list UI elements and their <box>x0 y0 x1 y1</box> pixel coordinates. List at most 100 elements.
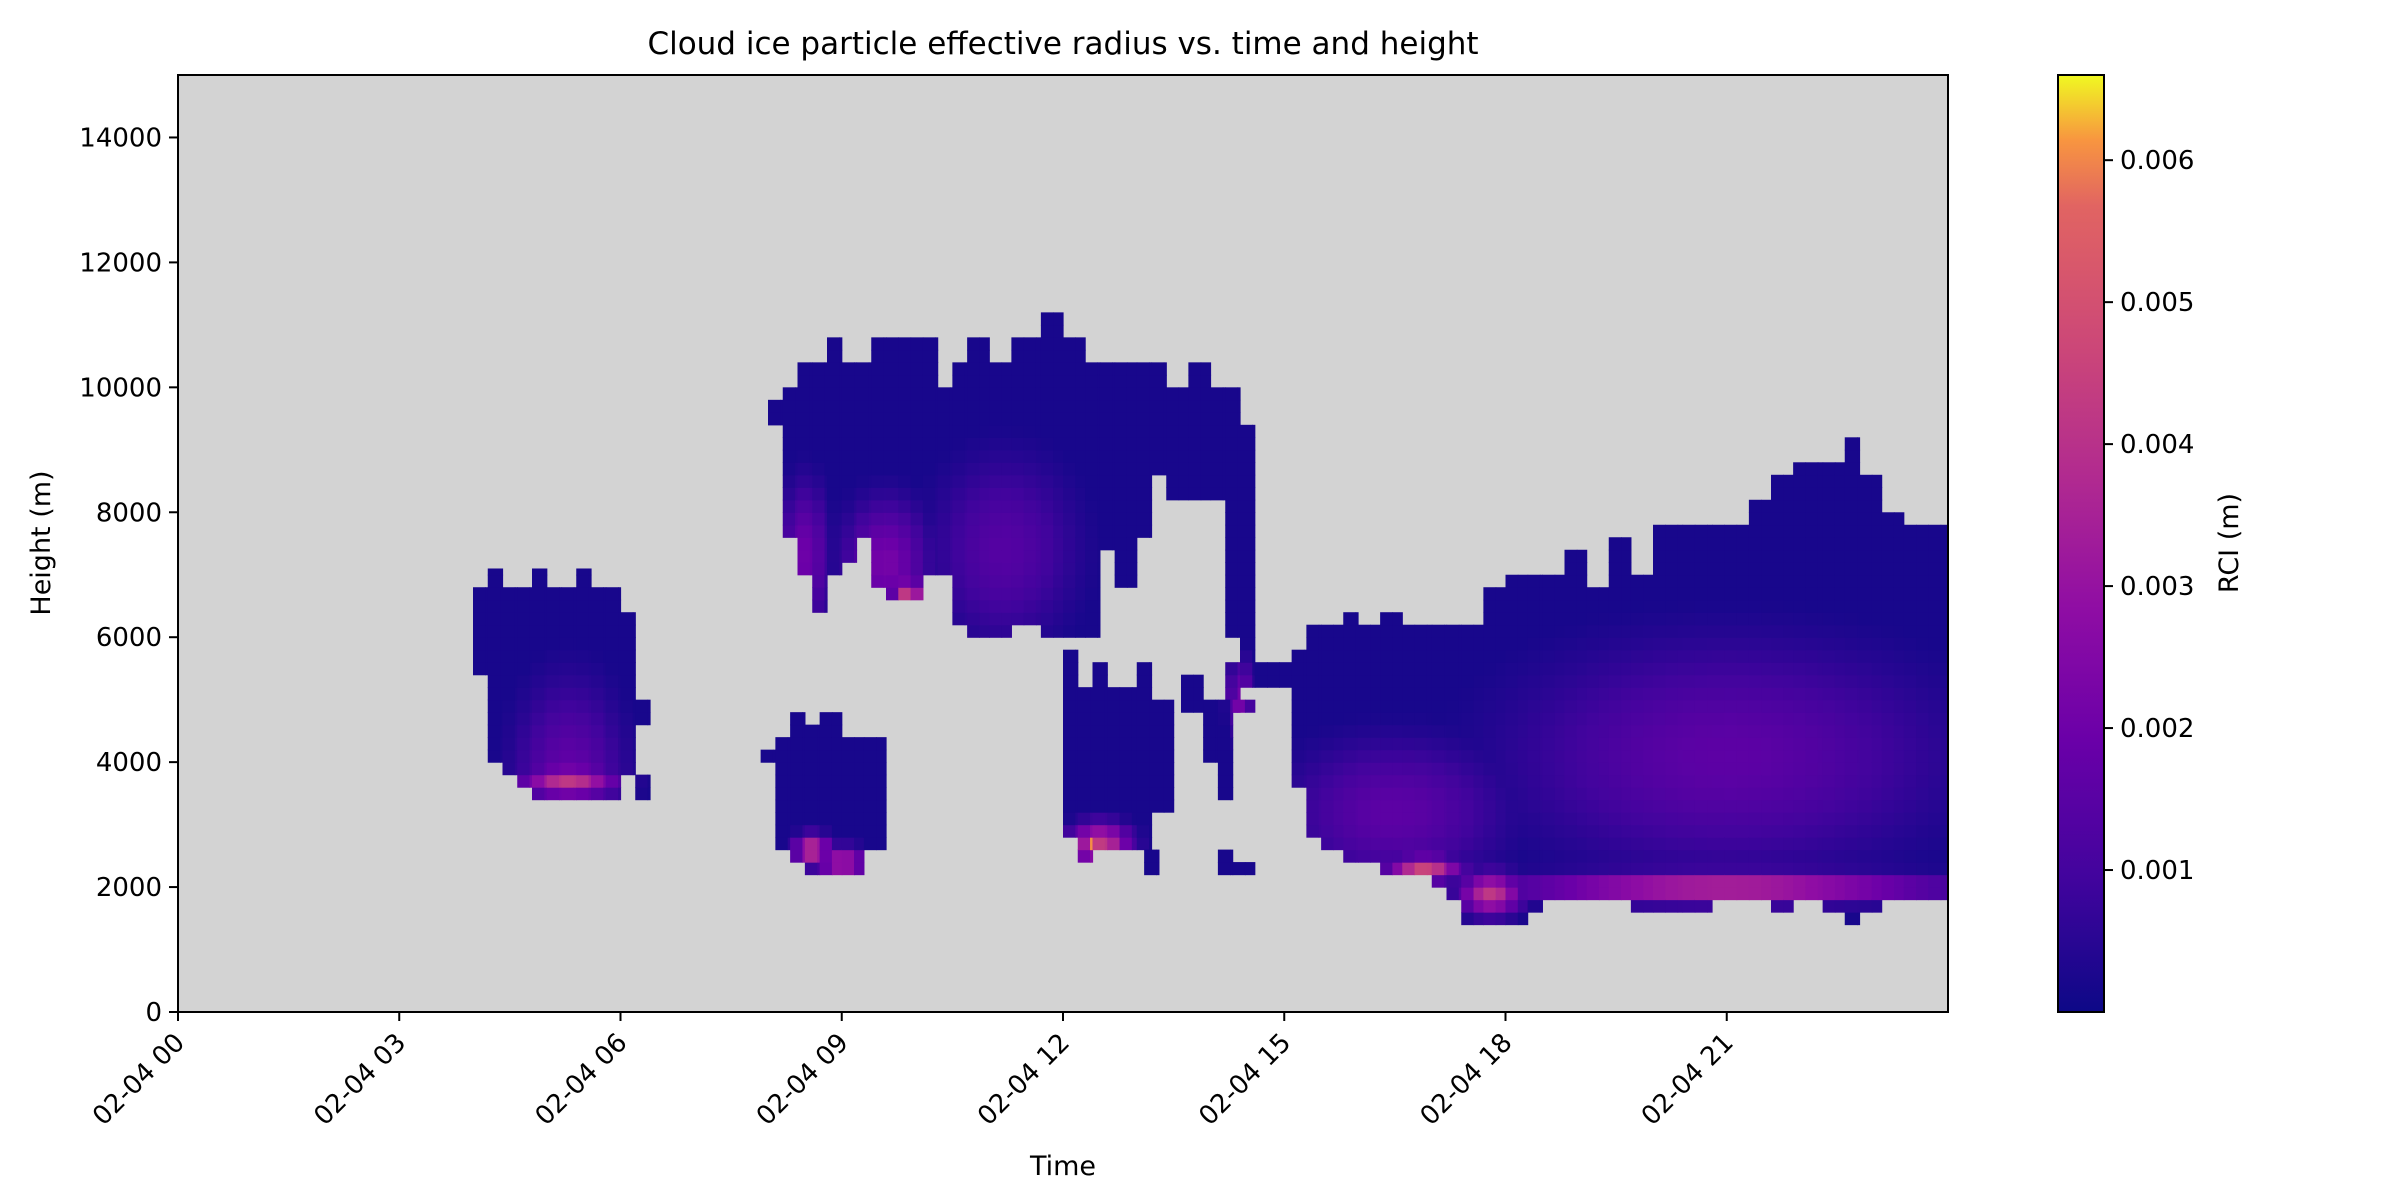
heatmap-cell <box>1554 724 1566 738</box>
heatmap-cell <box>1554 649 1566 663</box>
heatmap-cell <box>1643 737 1654 751</box>
heatmap-cell <box>1414 837 1428 851</box>
heatmap-cell <box>1444 812 1448 826</box>
heatmap-cell <box>1834 612 1846 626</box>
heatmap-cell <box>1903 574 1917 588</box>
heatmap-cell <box>1461 724 1475 738</box>
heatmap-cell <box>1834 637 1846 651</box>
heatmap-cell <box>546 712 560 726</box>
heatmap-cell <box>1783 662 1794 676</box>
heatmap-cell <box>1112 399 1116 413</box>
heatmap-cell <box>1712 887 1725 901</box>
heatmap-cell <box>1554 587 1566 601</box>
heatmap-cell <box>1149 787 1153 801</box>
heatmap-cell <box>898 349 912 363</box>
heatmap-cell <box>868 487 872 501</box>
heatmap-cell <box>1940 562 1949 576</box>
heatmap-cell <box>790 774 804 788</box>
heatmap-cell <box>1355 724 1359 738</box>
heatmap-cell <box>1473 849 1484 863</box>
heatmap-cell <box>1075 612 1086 626</box>
heatmap-cell <box>1188 399 1202 413</box>
heatmap-cell <box>1893 837 1905 851</box>
heatmap-cell <box>1871 524 1883 538</box>
heatmap-cell <box>1252 624 1256 638</box>
heatmap-cell <box>871 437 885 451</box>
heatmap-cell <box>1793 549 1807 563</box>
heatmap-cell <box>854 774 865 788</box>
heatmap-cell <box>1736 749 1750 763</box>
heatmap-cell <box>1461 912 1475 926</box>
heatmap-cell <box>1771 687 1784 701</box>
heatmap-cell <box>935 399 939 413</box>
heatmap-cell <box>1333 624 1344 638</box>
heatmap-cell <box>1225 674 1239 688</box>
heatmap-cell <box>487 587 501 601</box>
heatmap-cell <box>1495 674 1507 688</box>
heatmap-cell <box>487 568 501 576</box>
heatmap-cell <box>1483 687 1497 701</box>
heatmap-cell <box>1844 862 1858 876</box>
heatmap-cell <box>1707 737 1713 751</box>
heatmap-cell <box>1576 599 1588 613</box>
heatmap-cell <box>1576 737 1588 751</box>
heatmap-cell <box>1149 774 1153 788</box>
heatmap-cell <box>1694 837 1708 851</box>
heatmap-cell <box>603 649 607 663</box>
heatmap-cell <box>1222 424 1226 438</box>
heatmap-cell <box>1085 512 1099 526</box>
heatmap-cell <box>1748 524 1762 538</box>
heatmap-cell <box>1517 799 1529 813</box>
heatmap-cell <box>1090 787 1094 801</box>
heatmap-cell <box>760 749 774 763</box>
heatmap-cell <box>1665 637 1679 651</box>
heatmap-cell <box>561 649 575 663</box>
heatmap-cell <box>819 774 833 788</box>
heatmap-cell <box>824 524 828 538</box>
heatmap-cell <box>1431 649 1445 663</box>
heatmap-cell <box>573 624 577 638</box>
heatmap-cell <box>1149 512 1153 526</box>
heatmap-cell <box>1677 724 1684 738</box>
heatmap-cell <box>1495 837 1507 851</box>
heatmap-cell <box>1303 662 1307 676</box>
heatmap-cell <box>1844 912 1858 926</box>
heatmap-cell <box>1240 674 1253 688</box>
heatmap-cell <box>804 774 818 788</box>
heatmap-cell <box>1903 799 1917 813</box>
heatmap-cell <box>871 374 885 388</box>
heatmap-cell <box>1881 837 1895 851</box>
heatmap-cell <box>1881 587 1895 601</box>
heatmap-cell <box>809 449 813 463</box>
heatmap-cell <box>856 424 870 438</box>
heatmap-cell <box>935 537 939 551</box>
heatmap-cell <box>979 599 990 613</box>
heatmap-cell <box>1097 412 1101 426</box>
heatmap-cell <box>1085 549 1099 563</box>
heatmap-cell <box>1370 699 1381 713</box>
heatmap-cell <box>854 387 858 401</box>
heatmap-cell <box>1446 624 1460 638</box>
heatmap-cell <box>603 724 607 738</box>
heatmap-cell <box>804 849 818 863</box>
heatmap-cell <box>841 537 855 551</box>
heatmap-cell <box>546 599 560 613</box>
heatmap-cell <box>1682 824 1696 838</box>
heatmap-cell <box>1112 362 1116 376</box>
heatmap-cell <box>1431 799 1445 813</box>
heatmap-cell <box>812 412 826 426</box>
heatmap-cell <box>588 662 592 676</box>
heatmap-cell <box>1126 549 1138 563</box>
heatmap-cell <box>1881 687 1895 701</box>
heatmap-cell <box>1090 824 1094 838</box>
heatmap-cell <box>1857 774 1861 788</box>
heatmap-cell <box>1001 449 1012 463</box>
heatmap-cell <box>1230 712 1234 726</box>
heatmap-cell <box>952 474 966 488</box>
heatmap-cell <box>559 587 563 601</box>
heatmap-cell <box>1149 437 1153 451</box>
heatmap-cell <box>883 399 887 413</box>
heatmap-cell <box>1402 824 1416 838</box>
heatmap-cell <box>1928 562 1942 576</box>
heatmap-cell <box>1724 699 1738 713</box>
